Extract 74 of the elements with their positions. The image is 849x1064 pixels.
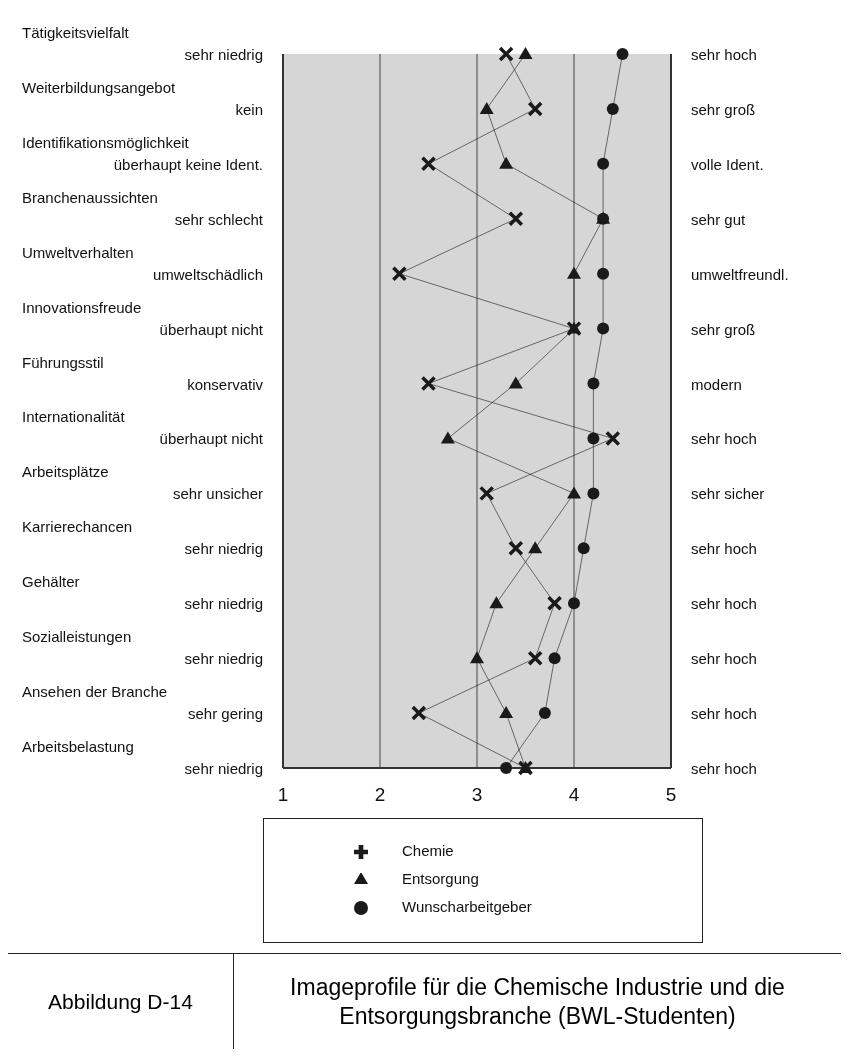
point xyxy=(411,705,427,721)
y2-tick-label: umweltfreundl. xyxy=(691,265,789,283)
y2-tick-label: sehr hoch xyxy=(691,650,757,668)
point xyxy=(616,48,629,60)
y2-tick-label: sehr groß xyxy=(691,100,756,118)
category-label: Arbeitsbelastung sehr niedrig xyxy=(22,738,263,777)
x-tick-label: 4 xyxy=(568,784,580,806)
text: Abbildung D-14 xyxy=(48,989,193,1014)
y-tick-label: Branchenaussichten sehr schlecht xyxy=(22,188,264,228)
point xyxy=(587,432,600,445)
point xyxy=(587,377,600,390)
point xyxy=(568,597,580,610)
category-label: Ansehen der Branche sehr gering xyxy=(22,683,263,723)
point xyxy=(518,47,533,59)
point xyxy=(606,102,619,115)
point xyxy=(597,267,610,280)
point xyxy=(478,485,495,502)
category-label: Sozialleistungen sehr niedrig xyxy=(22,628,263,668)
point xyxy=(420,375,437,392)
point xyxy=(500,762,513,774)
y2-tick-label: sehr hoch xyxy=(691,705,757,723)
y2-tick-label: sehr hoch xyxy=(691,760,757,777)
point xyxy=(498,46,514,62)
y2-tick-label: sehr groß xyxy=(691,320,756,338)
text: Imageprofile für die Chemische Industrie und die Entsorgungsbranche (BWL-Studenten) xyxy=(289,972,786,1031)
point xyxy=(479,101,494,114)
point xyxy=(567,266,581,279)
point xyxy=(587,487,600,500)
y2-tick-label: sehr hoch xyxy=(691,595,757,613)
category-label: Arbeitsplätze sehr unsicher xyxy=(22,463,263,503)
point xyxy=(499,156,514,169)
y-tick-label: Identifikationsmöglichkeit überhaupt keine Ident. xyxy=(22,133,263,173)
point xyxy=(546,595,563,611)
category-label: Umweltverhalten umweltschädlich xyxy=(22,243,263,283)
point xyxy=(577,542,590,555)
point xyxy=(567,486,581,499)
y2-tick-label: sehr hoch xyxy=(691,540,757,558)
point xyxy=(605,430,621,447)
point xyxy=(538,707,551,720)
point xyxy=(548,652,561,665)
point xyxy=(440,431,455,444)
point xyxy=(508,211,524,227)
legend-label: Entsorgung xyxy=(402,870,479,887)
point xyxy=(597,157,610,170)
y2-tick-label: sehr sicher xyxy=(691,485,765,503)
y2-tick-label: sehr gut xyxy=(691,210,747,228)
point xyxy=(527,101,543,117)
category-label: Führungsstil konservativ xyxy=(22,353,263,393)
point xyxy=(508,376,523,389)
category-label: Tätigkeitsvielfalt sehr niedrig xyxy=(22,24,263,63)
point xyxy=(391,265,408,282)
y2-tick-label: sehr hoch xyxy=(691,430,757,448)
legend-label: Wunscharbeitgeber xyxy=(402,898,532,915)
point xyxy=(508,540,524,557)
x-tick-label: 2 xyxy=(374,784,386,806)
category-label: Innovationsfreude überhaupt nicht xyxy=(22,298,263,338)
point xyxy=(528,541,543,554)
legend-label: Chemie xyxy=(402,842,454,859)
category-label: Internationalität überhaupt nicht xyxy=(22,408,263,448)
category-label: Weiterbildungsangebot kein xyxy=(22,78,263,118)
y2-tick-label: modern xyxy=(691,375,742,393)
point xyxy=(527,650,543,666)
point xyxy=(489,596,504,609)
point xyxy=(420,156,437,172)
y2-tick-label: volle Ident. xyxy=(691,155,764,173)
y2-tick-label: sehr hoch xyxy=(691,46,757,63)
x-tick-label: 5 xyxy=(665,784,677,806)
x-tick-label: 1 xyxy=(277,784,289,806)
category-label: Karrierechancen sehr niedrig xyxy=(22,518,263,558)
category-label: Gehälter sehr niedrig xyxy=(22,573,263,613)
point xyxy=(597,322,610,335)
x-tick-label: 3 xyxy=(471,784,483,806)
point xyxy=(499,706,514,719)
point xyxy=(470,651,484,664)
